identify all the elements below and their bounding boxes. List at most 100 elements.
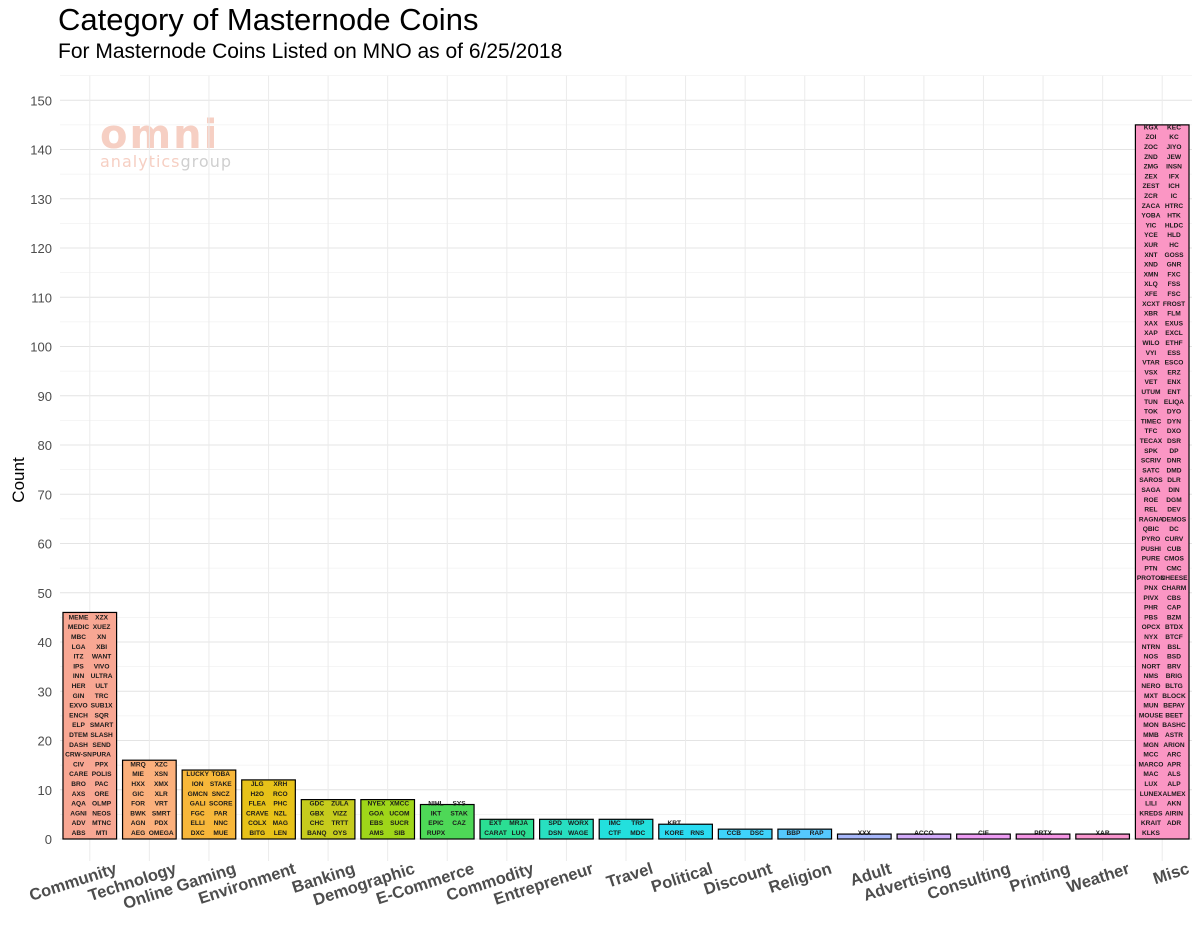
- coin-label: PURA: [92, 752, 111, 759]
- coin-label: VRT: [155, 801, 168, 808]
- coin-label: SPK: [1144, 448, 1158, 455]
- coin-label: GALI: [190, 801, 206, 808]
- coin-label: NTRN: [1142, 644, 1161, 651]
- coin-label: LUX: [1144, 781, 1158, 788]
- bar-adult[interactable]: [836, 833, 892, 840]
- coin-label: CHC: [310, 820, 325, 827]
- bar-misc[interactable]: [1134, 124, 1190, 840]
- coin-label: AMS: [369, 830, 384, 837]
- coin-label: PBS: [1144, 614, 1158, 621]
- coin-label: GDC: [310, 801, 325, 808]
- coin-label: GIC: [132, 791, 144, 798]
- coin-label: MRQ: [130, 761, 145, 768]
- coin-label: XFE: [1145, 291, 1158, 298]
- coin-label: PAC: [95, 781, 109, 788]
- coin-label: TRTT: [331, 820, 348, 827]
- coin-label: ORE: [94, 791, 109, 798]
- bar-online-gaming[interactable]: [181, 769, 237, 840]
- coin-label: BWK: [130, 810, 146, 817]
- bar-demographic[interactable]: [360, 798, 416, 840]
- coin-label: XN: [97, 634, 106, 641]
- coin-label: ENX: [1167, 379, 1181, 386]
- coin-label: MTI: [96, 830, 108, 837]
- coin-label: DSN: [548, 830, 562, 837]
- coin-label: ALMEX: [1162, 791, 1186, 798]
- bar-entrepreneur[interactable]: [539, 818, 594, 840]
- y-tick-labels: 0 10 20 30 40 50 60 70 80 90 100 110 120 130 140 150: [30, 93, 52, 847]
- y-tick-label: 90: [38, 389, 52, 404]
- bar-advertising[interactable]: [896, 833, 952, 840]
- coin-label: AQA: [71, 801, 86, 808]
- coin-label: ACCO: [914, 830, 933, 837]
- coin-label: LILI: [1145, 801, 1157, 808]
- coin-label: BTCF: [1165, 634, 1183, 641]
- coin-label: STAK: [450, 810, 468, 817]
- coin-label: XUR: [1144, 242, 1158, 249]
- coin-label: XLQ: [1144, 281, 1158, 288]
- bar-printing[interactable]: [1015, 833, 1071, 840]
- coin-label: BTDX: [1165, 624, 1184, 631]
- coin-label: BRIG: [1166, 673, 1182, 680]
- coin-label: XMCC: [390, 801, 410, 808]
- coin-label: NMS: [1144, 673, 1159, 680]
- bar-political[interactable]: [658, 823, 713, 840]
- bar-environment[interactable]: [241, 779, 296, 840]
- coin-label: XAX: [1144, 320, 1158, 327]
- coin-label: IPS: [73, 663, 84, 670]
- x-tick-label: Printing: [1007, 860, 1072, 896]
- coin-label: MAC: [1143, 771, 1158, 778]
- coin-label: NEOS: [92, 810, 111, 817]
- bar-discount[interactable]: [717, 828, 773, 840]
- bar-commodity[interactable]: [479, 818, 535, 840]
- coin-label: SCORE: [209, 801, 233, 808]
- coin-label: FLM: [1167, 311, 1181, 318]
- bar-banking[interactable]: [300, 798, 356, 840]
- bar-travel[interactable]: [598, 818, 654, 840]
- coin-label: YOBA: [1141, 213, 1160, 220]
- watermark-wordmark: omni: [100, 112, 220, 158]
- bar-consulting[interactable]: [956, 833, 1011, 840]
- y-tick-label: 150: [30, 93, 52, 108]
- coin-label: XCXT: [1142, 301, 1160, 308]
- chart-subtitle: For Masternode Coins Listed on MNO as of…: [58, 40, 563, 63]
- x-tick-label: Misc: [1151, 860, 1191, 888]
- coin-label: INSN: [1166, 164, 1182, 171]
- bar-religion[interactable]: [777, 828, 833, 840]
- coin-label: YIC: [1145, 222, 1156, 229]
- coin-label: DNR: [1167, 458, 1182, 465]
- coin-label: CARE: [69, 771, 88, 778]
- y-tick-label: 0: [45, 832, 52, 847]
- coin-label: DEV: [1167, 507, 1181, 514]
- coin-label: KORE: [665, 830, 685, 837]
- coin-label: WORX: [568, 820, 589, 827]
- coin-label: DTEM: [69, 732, 88, 739]
- coin-label: ADR: [1167, 820, 1182, 827]
- y-tick-label: 120: [30, 241, 52, 256]
- coin-label: ZND: [1144, 154, 1158, 161]
- coin-label: MARCO: [1138, 761, 1163, 768]
- coin-label: DP: [1169, 448, 1179, 455]
- coin-label: ARION: [1163, 742, 1184, 749]
- coin-label: GOSS: [1164, 252, 1184, 259]
- coin-label: EXUS: [1165, 320, 1184, 327]
- coin-label: VTAR: [1142, 360, 1160, 367]
- coin-label: ETHF: [1165, 340, 1182, 347]
- coin-label: PHC: [273, 801, 287, 808]
- coin-label: CAP: [1167, 605, 1182, 612]
- y-tick-label: 140: [30, 143, 52, 158]
- bar-e-commerce[interactable]: [419, 803, 475, 840]
- bar-technology[interactable]: [121, 759, 177, 840]
- coin-label: BSD: [1167, 654, 1181, 661]
- coin-label: IKT: [431, 810, 442, 817]
- coin-label: PUSHI: [1141, 546, 1161, 553]
- bar-weather[interactable]: [1075, 833, 1131, 840]
- coin-label: ELIQA: [1164, 399, 1184, 406]
- coin-label: RCO: [273, 791, 288, 798]
- coin-label: XMN: [1144, 271, 1159, 278]
- bar-community[interactable]: [62, 611, 118, 840]
- coin-label: SLASH: [90, 732, 113, 739]
- coin-label: VIZZ: [333, 810, 347, 817]
- coin-label: BLOCK: [1162, 693, 1186, 700]
